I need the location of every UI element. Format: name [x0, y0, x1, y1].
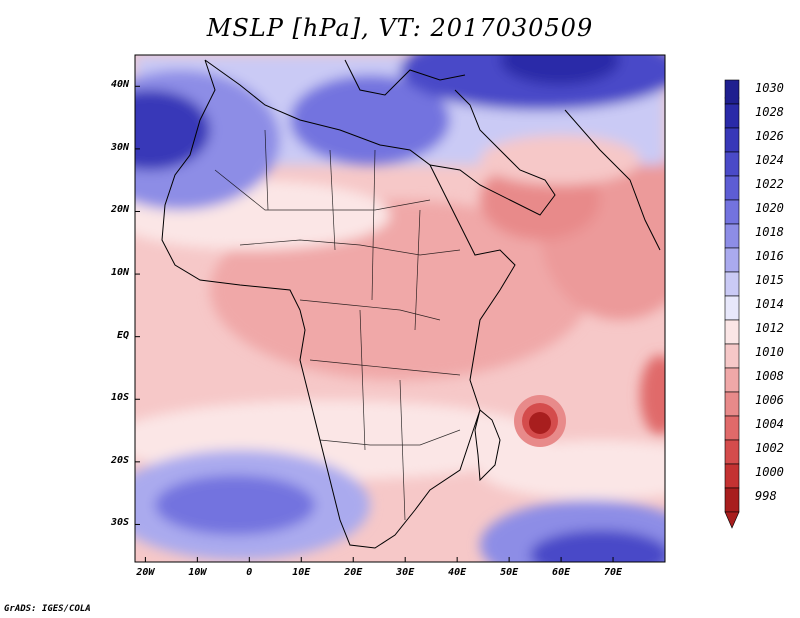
colorbar-label: 1015: [755, 273, 784, 287]
colorbar-swatch: [724, 151, 740, 177]
colorbar-swatch: [724, 79, 740, 105]
colorbar-label: 1014: [755, 297, 784, 311]
map-title: MSLP [hPa], VT: 2017030509: [206, 14, 594, 42]
colorbar-label: 1000: [755, 465, 784, 479]
lon-label: 60E: [552, 567, 571, 578]
lon-label: 70E: [604, 567, 623, 578]
lat-label: 40N: [110, 79, 129, 91]
colorbar-label: 1010: [755, 345, 784, 359]
lat-label: 20S: [110, 454, 129, 466]
colorbar-label: 1020: [755, 201, 784, 215]
colorbar-label: 998: [755, 489, 777, 503]
colorbar-label: 1022: [755, 177, 784, 191]
lon-label: 50E: [500, 567, 519, 578]
colorbar-swatch: [724, 367, 740, 393]
plot-frame: [134, 54, 666, 563]
lat-label: EQ: [116, 329, 129, 341]
colorbar-label: 1012: [755, 321, 784, 335]
colorbar-swatch: [724, 295, 740, 321]
colorbar: [724, 79, 740, 529]
lat-label: 20N: [110, 204, 129, 216]
colorbar-label: 1004: [755, 417, 784, 431]
lon-label: 40E: [448, 567, 467, 578]
colorbar-label: 1002: [755, 441, 784, 455]
lon-label: 30E: [396, 567, 415, 578]
colorbar-swatch: [724, 223, 740, 249]
colorbar-swatch: [724, 175, 740, 201]
colorbar-swatch: [724, 319, 740, 345]
colorbar-label: 1026: [755, 129, 784, 143]
colorbar-label: 1030: [755, 81, 784, 95]
colorbar-label: 1028: [755, 105, 784, 119]
colorbar-label: 1024: [755, 153, 784, 167]
lon-label: 0: [246, 567, 253, 578]
colorbar-swatch: [724, 439, 740, 465]
colorbar-swatch: [724, 103, 740, 129]
colorbar-label: 1006: [755, 393, 784, 407]
colorbar-swatch: [724, 343, 740, 369]
colorbar-label: 1016: [755, 249, 784, 263]
colorbar-label: 1008: [755, 369, 784, 383]
country-borders: [214, 129, 461, 521]
colorbar-swatch: [724, 247, 740, 273]
colorbar-swatch: [724, 199, 740, 225]
lon-label: 20E: [344, 567, 363, 578]
lat-label: 30S: [110, 517, 129, 529]
lat-label: 30N: [110, 141, 129, 153]
lat-label: 10S: [110, 392, 129, 404]
colorbar-swatch: [724, 463, 740, 489]
colorbar-swatch: [724, 415, 740, 441]
coastlines: [161, 59, 661, 549]
colorbar-swatch: [724, 487, 740, 513]
axis-ticks: [135, 85, 614, 562]
lon-label: 10E: [292, 567, 311, 578]
lon-label: 20W: [136, 567, 155, 578]
lon-label: 10W: [188, 567, 207, 578]
colorbar-min-arrow: [724, 511, 740, 529]
colorbar-label: 1018: [755, 225, 784, 239]
colorbar-swatch: [724, 391, 740, 417]
colorbar-swatch: [724, 271, 740, 297]
pressure-field: [135, 55, 665, 562]
colorbar-swatch: [724, 127, 740, 153]
grads-credit: GrADS: IGES/COLA: [4, 604, 91, 614]
lat-label: 10N: [110, 267, 129, 279]
